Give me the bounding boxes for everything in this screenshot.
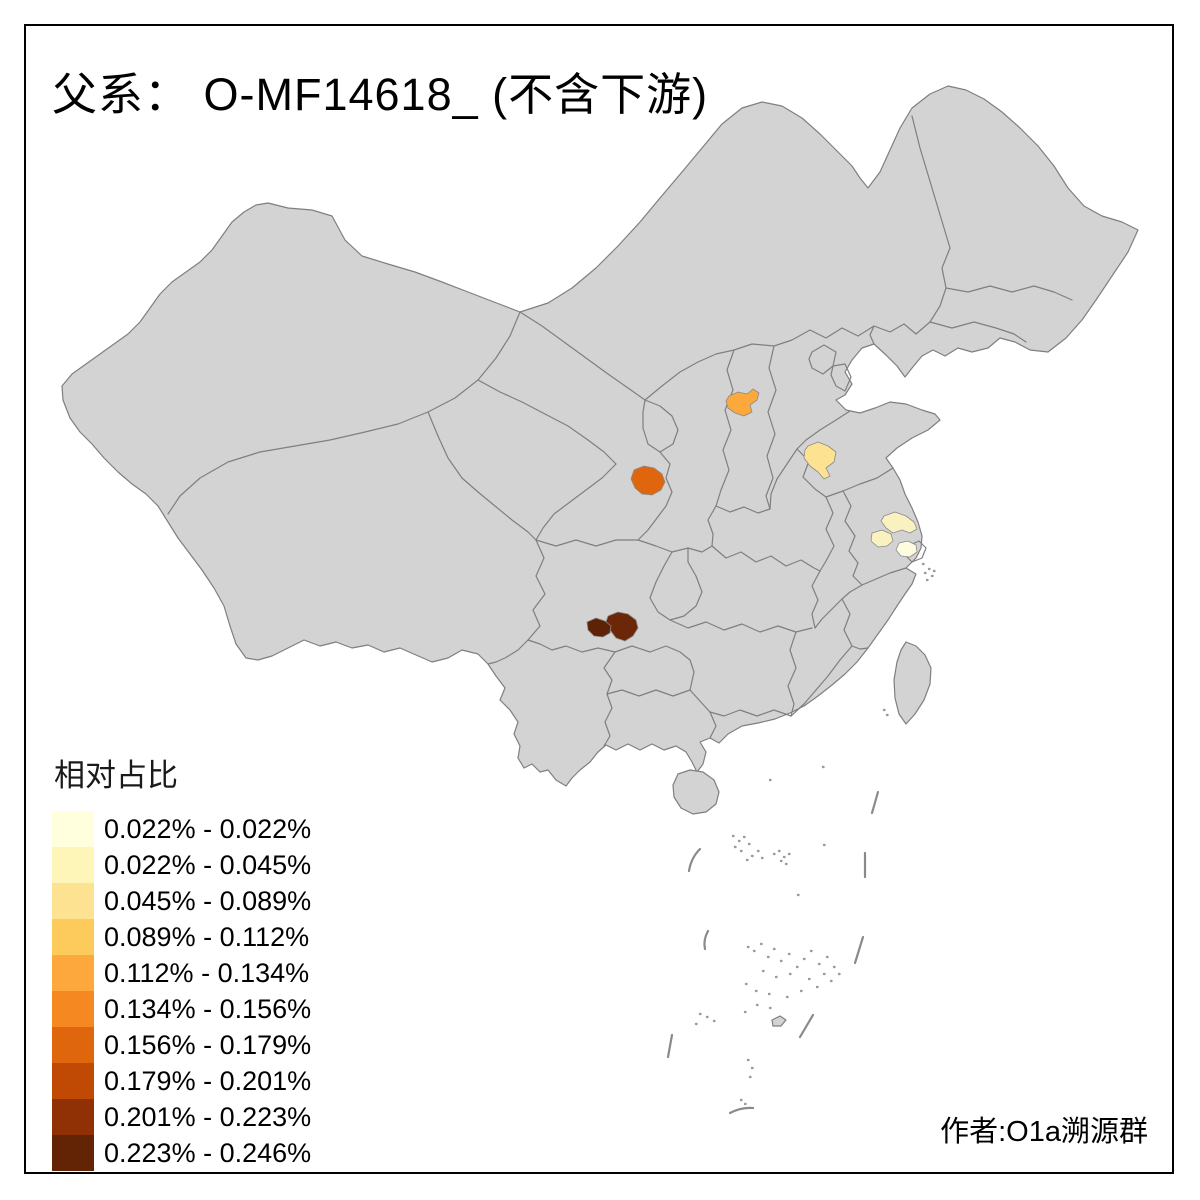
legend-row: 0.179% - 0.201% — [52, 1063, 311, 1099]
legend-swatch — [52, 1027, 94, 1063]
province-borders — [167, 115, 1073, 747]
legend-swatch — [52, 991, 94, 1027]
legend: 相对占比 0.022% - 0.022% 0.022% - 0.045% 0.0… — [52, 750, 311, 1171]
legend-swatch — [52, 1135, 94, 1171]
legend-label: 0.179% - 0.201% — [104, 1065, 312, 1096]
legend-row: 0.134% - 0.156% — [52, 991, 311, 1027]
spratly-islet — [771, 1015, 787, 1027]
legend-row: 0.156% - 0.179% — [52, 1027, 311, 1063]
legend-row: 0.089% - 0.112% — [52, 919, 311, 955]
legend-label: 0.045% - 0.089% — [104, 885, 312, 916]
legend-row: 0.022% - 0.045% — [52, 847, 311, 883]
legend-label: 0.089% - 0.112% — [104, 921, 310, 952]
region-central-jiangsu — [880, 511, 918, 534]
zhoushan-islands — [921, 562, 936, 582]
legend-rows: 0.022% - 0.022% 0.022% - 0.045% 0.045% -… — [52, 811, 311, 1171]
legend-swatch — [52, 883, 94, 919]
legend-swatch — [52, 919, 94, 955]
legend-swatch — [52, 847, 94, 883]
region-southwest-sichuan-west — [586, 617, 612, 638]
region-southwest-shandong — [803, 441, 837, 480]
taiwan-island — [893, 641, 932, 725]
legend-swatch — [52, 955, 94, 991]
china-mainland — [61, 85, 1139, 787]
legend-row: 0.223% - 0.246% — [52, 1135, 311, 1171]
page-title: 父系： O-MF14618_ (不含下游) — [52, 69, 709, 120]
legend-swatch — [52, 1099, 94, 1135]
region-southeast-jiangsu — [895, 540, 918, 558]
legend-label: 0.134% - 0.156% — [104, 993, 312, 1024]
region-west-shanxi — [725, 388, 760, 417]
legend-label: 0.022% - 0.045% — [104, 849, 312, 880]
legend-label: 0.201% - 0.223% — [104, 1101, 312, 1132]
legend-swatch — [52, 811, 94, 847]
legend-row: 0.045% - 0.089% — [52, 883, 311, 919]
region-southeast-gansu — [630, 465, 666, 496]
legend-row: 0.201% - 0.223% — [52, 1099, 311, 1135]
legend-label: 0.022% - 0.022% — [104, 813, 312, 844]
legend-label: 0.112% - 0.134% — [104, 957, 310, 988]
region-south-jiangsu — [870, 529, 894, 548]
legend-title: 相对占比 — [54, 758, 178, 793]
hainan-island — [672, 769, 720, 815]
legend-row: 0.112% - 0.134% — [52, 955, 311, 991]
legend-label: 0.223% - 0.246% — [104, 1137, 312, 1168]
legend-row: 0.022% - 0.022% — [52, 811, 311, 847]
highlighted-regions — [586, 388, 918, 642]
legend-label: 0.156% - 0.179% — [104, 1029, 312, 1060]
south-china-sea-islands — [694, 708, 889, 1106]
nine-dash-line — [666, 790, 880, 1115]
legend-swatch — [52, 1063, 94, 1099]
attribution-text: 作者:O1a溯源群 — [940, 1116, 1148, 1148]
